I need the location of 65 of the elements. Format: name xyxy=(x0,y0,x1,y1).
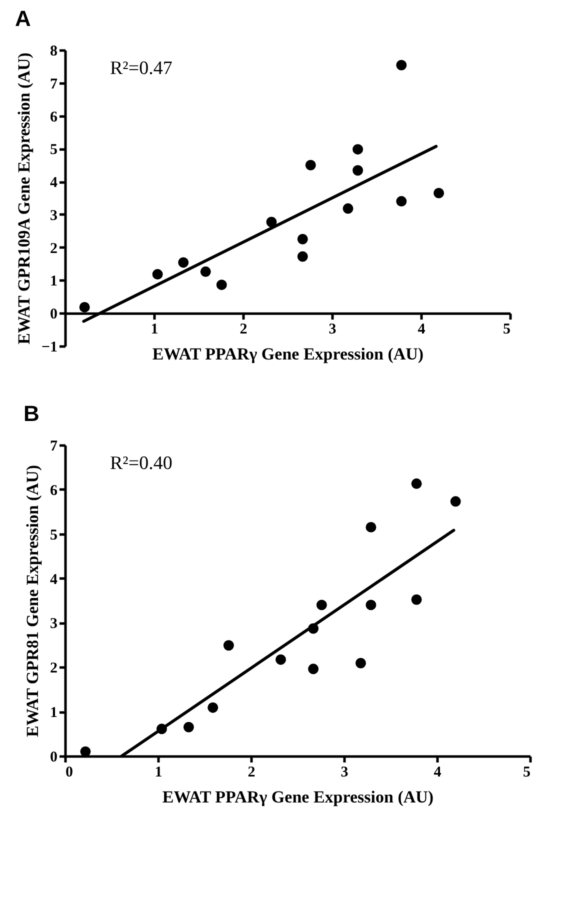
y-tick-label: 3 xyxy=(50,208,58,224)
point xyxy=(450,496,461,507)
y-tick-label: 2 xyxy=(50,240,58,257)
x-tick-label: 5 xyxy=(503,322,510,338)
x-tick-label: 1 xyxy=(150,322,158,338)
y-tick-label: 1 xyxy=(50,274,58,290)
point xyxy=(411,594,422,605)
point xyxy=(80,746,91,757)
annotation: R²=0.47 xyxy=(110,58,172,79)
point xyxy=(434,188,444,198)
point xyxy=(183,722,194,732)
y-tick-label: 3 xyxy=(50,616,58,632)
point xyxy=(396,60,407,70)
point xyxy=(223,640,234,651)
x-tick-label: 0 xyxy=(66,764,73,780)
point xyxy=(308,664,319,674)
x-tick-label: 1 xyxy=(154,764,162,780)
y-tick-label: −1 xyxy=(41,340,58,356)
point xyxy=(266,216,277,228)
point xyxy=(152,269,163,280)
point xyxy=(178,257,189,268)
y-axis-title: EWAT GPR109A Gene Expression (AU) xyxy=(14,52,34,344)
y-axis-title: EWAT GPR81 Gene Expression (AU) xyxy=(23,464,42,738)
point xyxy=(216,280,227,290)
point xyxy=(396,196,407,207)
y-tick-label: 4 xyxy=(50,175,58,192)
x-axis-title: EWAT PPARγ Gene Expression (AU) xyxy=(152,344,424,364)
point xyxy=(352,165,364,176)
y-tick-label: 7 xyxy=(50,438,58,454)
x-tick-label: 4 xyxy=(418,322,426,338)
y-tick-label: 6 xyxy=(50,482,58,499)
y-tick-label: 5 xyxy=(50,527,58,544)
point xyxy=(316,600,327,610)
y-tick-label: 7 xyxy=(50,76,58,92)
x-axis-title: EWAT PPARγ Gene Expression (AU) xyxy=(162,788,434,806)
point xyxy=(352,144,364,155)
point xyxy=(276,654,286,665)
y-tick-label: 2 xyxy=(50,660,58,677)
y-tick-label: 4 xyxy=(50,572,58,588)
chart-title: A xyxy=(14,6,31,31)
y-tick-label: 0 xyxy=(50,306,58,323)
x-tick-label: 2 xyxy=(248,764,256,780)
x-tick-label: 3 xyxy=(328,322,336,338)
point xyxy=(342,203,354,214)
y-tick-label: 8 xyxy=(50,44,58,60)
point xyxy=(366,600,376,610)
point xyxy=(297,251,308,262)
x-tick-label: 4 xyxy=(434,764,442,780)
x-tick-label: 5 xyxy=(523,764,530,780)
y-tick-label: 5 xyxy=(50,142,58,158)
x-tick-label: 2 xyxy=(240,322,248,338)
point xyxy=(297,234,308,244)
point xyxy=(411,478,422,489)
y-tick-label: 0 xyxy=(50,750,58,766)
chart-title: B xyxy=(24,401,40,426)
y-tick-label: 1 xyxy=(50,705,58,722)
point xyxy=(366,522,376,532)
y-tick-label: 6 xyxy=(50,109,58,126)
x-tick-label: 3 xyxy=(340,764,348,780)
annotation: R²=0.40 xyxy=(110,453,172,474)
point xyxy=(305,160,316,170)
point xyxy=(355,658,366,668)
point xyxy=(200,266,211,277)
point xyxy=(79,302,90,312)
point xyxy=(208,702,218,713)
